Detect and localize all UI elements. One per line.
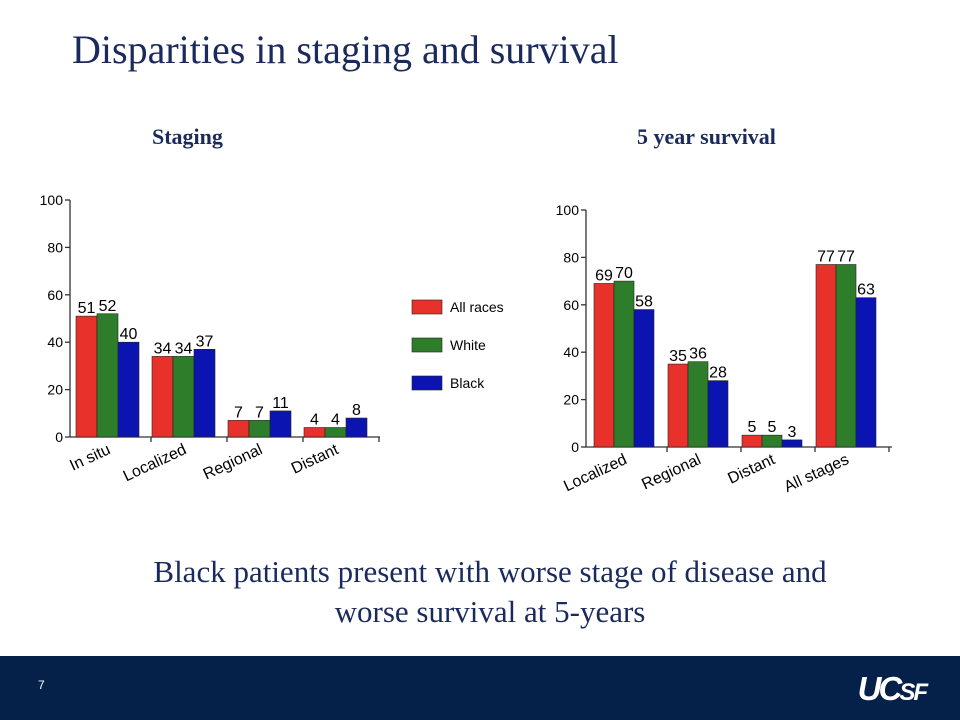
legend-swatch-black xyxy=(411,375,443,391)
staging-y-tick-label: 80 xyxy=(47,239,63,255)
staging-category-label: In situ xyxy=(67,441,113,474)
survival-data-label: 5 xyxy=(768,419,777,436)
slide-caption: Black patients present with worse stage … xyxy=(60,552,920,632)
staging-bar-distant-all-races xyxy=(303,427,326,438)
survival-bar-distant-all-races xyxy=(741,434,763,448)
staging-category-label: Localized xyxy=(121,441,189,485)
logo-main: UC xyxy=(857,670,903,707)
page-number: 7 xyxy=(38,678,45,692)
staging-data-label: 7 xyxy=(234,404,243,421)
survival-data-label: 70 xyxy=(615,265,633,282)
staging-category-label: Distant xyxy=(289,441,342,478)
staging-bar-in-situ-white xyxy=(96,313,119,438)
survival-data-label: 69 xyxy=(595,267,613,284)
staging-y-tick-label: 40 xyxy=(47,334,63,350)
survival-data-label: 28 xyxy=(709,365,727,382)
survival-data-label: 77 xyxy=(817,249,835,266)
staging-data-label: 34 xyxy=(175,340,193,357)
survival-bar-regional-black xyxy=(707,380,729,448)
staging-bar-distant-white xyxy=(324,427,347,438)
staging-bar-localized-white xyxy=(172,356,195,438)
staging-data-label: 8 xyxy=(352,402,361,419)
staging-chart-title: Staging xyxy=(152,124,223,149)
survival-bar-localized-white xyxy=(613,280,635,448)
survival-bar-all-stages-all-races xyxy=(815,264,837,448)
survival-category-label: All stages xyxy=(782,451,852,496)
staging-data-label: 4 xyxy=(331,412,340,429)
staging-data-label: 52 xyxy=(99,298,117,315)
survival-data-label: 3 xyxy=(788,424,797,441)
staging-bar-in-situ-black xyxy=(117,341,140,438)
staging-bar-localized-black xyxy=(193,349,216,438)
legend-swatch-white xyxy=(411,337,443,353)
survival-chart-title: 5 year survival xyxy=(637,124,776,149)
survival-data-label: 5 xyxy=(748,419,757,436)
staging-data-label: 11 xyxy=(272,395,289,412)
legend-label-all-races: All races xyxy=(450,299,504,315)
staging-bar-distant-black xyxy=(345,417,368,438)
caption-line-1: Black patients present with worse stage … xyxy=(153,554,827,589)
staging-data-label: 40 xyxy=(120,326,138,343)
survival-bar-regional-white xyxy=(687,361,709,448)
staging-bar-regional-black xyxy=(269,410,292,438)
survival-category-label: Regional xyxy=(639,451,703,493)
survival-y-tick-label: 60 xyxy=(563,297,579,313)
legend-label-black: Black xyxy=(450,375,485,391)
staging-category-label: Regional xyxy=(201,441,265,483)
survival-bar-distant-white xyxy=(761,434,783,448)
survival-bar-localized-all-races xyxy=(593,283,615,448)
survival-data-label: 36 xyxy=(689,346,707,363)
staging-y-tick-label: 0 xyxy=(55,429,63,445)
logo-small: SF xyxy=(899,679,928,706)
survival-category-label: Localized xyxy=(561,451,629,495)
staging-y-tick-label: 20 xyxy=(47,382,63,398)
staging-y-tick-label: 100 xyxy=(40,192,64,208)
survival-y-tick-label: 20 xyxy=(563,392,579,408)
ucsf-logo: UCSF xyxy=(857,670,928,708)
survival-y-tick-label: 0 xyxy=(571,439,579,455)
survival-data-label: 58 xyxy=(635,294,653,311)
survival-bar-all-stages-white xyxy=(835,264,857,448)
survival-bar-all-stages-black xyxy=(855,297,877,448)
staging-data-label: 7 xyxy=(255,404,264,421)
survival-data-label: 63 xyxy=(857,282,875,299)
legend-swatch-all-races xyxy=(411,299,443,315)
staging-data-label: 37 xyxy=(196,333,214,350)
survival-bar-regional-all-races xyxy=(667,363,689,448)
staging-y-tick-label: 60 xyxy=(47,287,63,303)
caption-line-2: worse survival at 5-years xyxy=(334,594,646,629)
survival-bar-localized-black xyxy=(633,309,655,448)
staging-bar-in-situ-all-races xyxy=(75,315,98,438)
staging-data-label: 51 xyxy=(78,300,96,317)
staging-data-label: 34 xyxy=(154,340,172,357)
staging-bar-regional-all-races xyxy=(227,420,250,438)
staging-data-label: 4 xyxy=(310,412,319,429)
survival-y-tick-label: 40 xyxy=(563,344,579,360)
survival-data-label: 35 xyxy=(669,348,687,365)
legend-label-white: White xyxy=(450,337,486,353)
survival-y-tick-label: 100 xyxy=(556,202,580,218)
slide-title: Disparities in staging and survival xyxy=(72,27,619,72)
footer-bar: 7 UCSF xyxy=(0,656,960,720)
survival-y-tick-label: 80 xyxy=(563,249,579,265)
survival-category-label: Distant xyxy=(725,451,778,488)
survival-data-label: 77 xyxy=(837,249,855,266)
staging-bar-regional-white xyxy=(248,420,271,438)
staging-bar-localized-all-races xyxy=(151,356,174,438)
survival-bar-distant-black xyxy=(781,439,803,448)
